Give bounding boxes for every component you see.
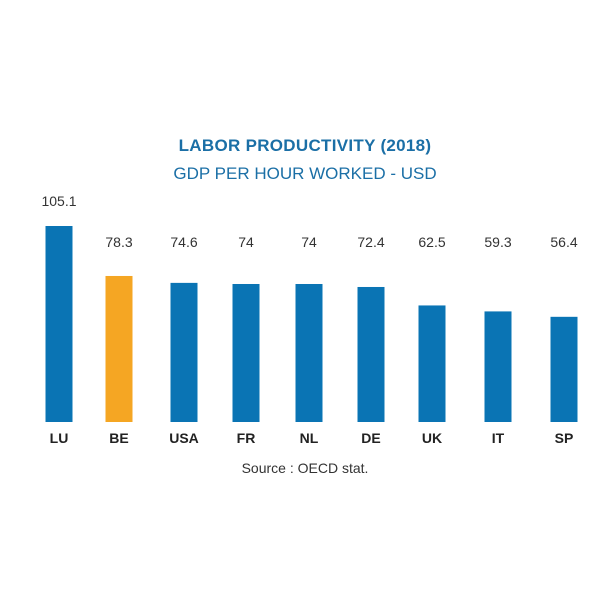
category-label-fr: FR — [237, 430, 256, 446]
value-label-fr: 74 — [238, 234, 254, 250]
bar-it — [484, 311, 512, 422]
value-label-be: 78.3 — [105, 234, 132, 250]
category-label-nl: NL — [300, 430, 319, 446]
category-label-uk: UK — [422, 430, 442, 446]
bar-nl — [295, 283, 323, 422]
bar-be — [105, 275, 133, 422]
category-label-sp: SP — [555, 430, 574, 446]
category-label-be: BE — [109, 430, 128, 446]
category-label-lu: LU — [50, 430, 69, 446]
bar-sp — [550, 316, 578, 422]
bar-usa — [170, 282, 198, 422]
bar-uk — [418, 305, 446, 422]
value-label-it: 59.3 — [484, 234, 511, 250]
category-label-de: DE — [361, 430, 380, 446]
category-label-it: IT — [492, 430, 505, 446]
value-label-uk: 62.5 — [418, 234, 445, 250]
value-label-nl: 74 — [301, 234, 317, 250]
chart-title: LABOR PRODUCTIVITY (2018) — [178, 136, 432, 155]
value-label-usa: 74.6 — [170, 234, 197, 250]
bar-fr — [232, 283, 260, 422]
bar-lu — [45, 226, 73, 422]
value-label-sp: 56.4 — [550, 234, 577, 250]
source-note: Source : OECD stat. — [241, 460, 369, 476]
chart-subtitle: GDP PER HOUR WORKED - USD — [173, 164, 437, 183]
value-label-de: 72.4 — [357, 234, 384, 250]
category-label-usa: USA — [169, 430, 199, 446]
bar-de — [357, 286, 385, 422]
value-label-lu: 105.1 — [41, 193, 76, 209]
